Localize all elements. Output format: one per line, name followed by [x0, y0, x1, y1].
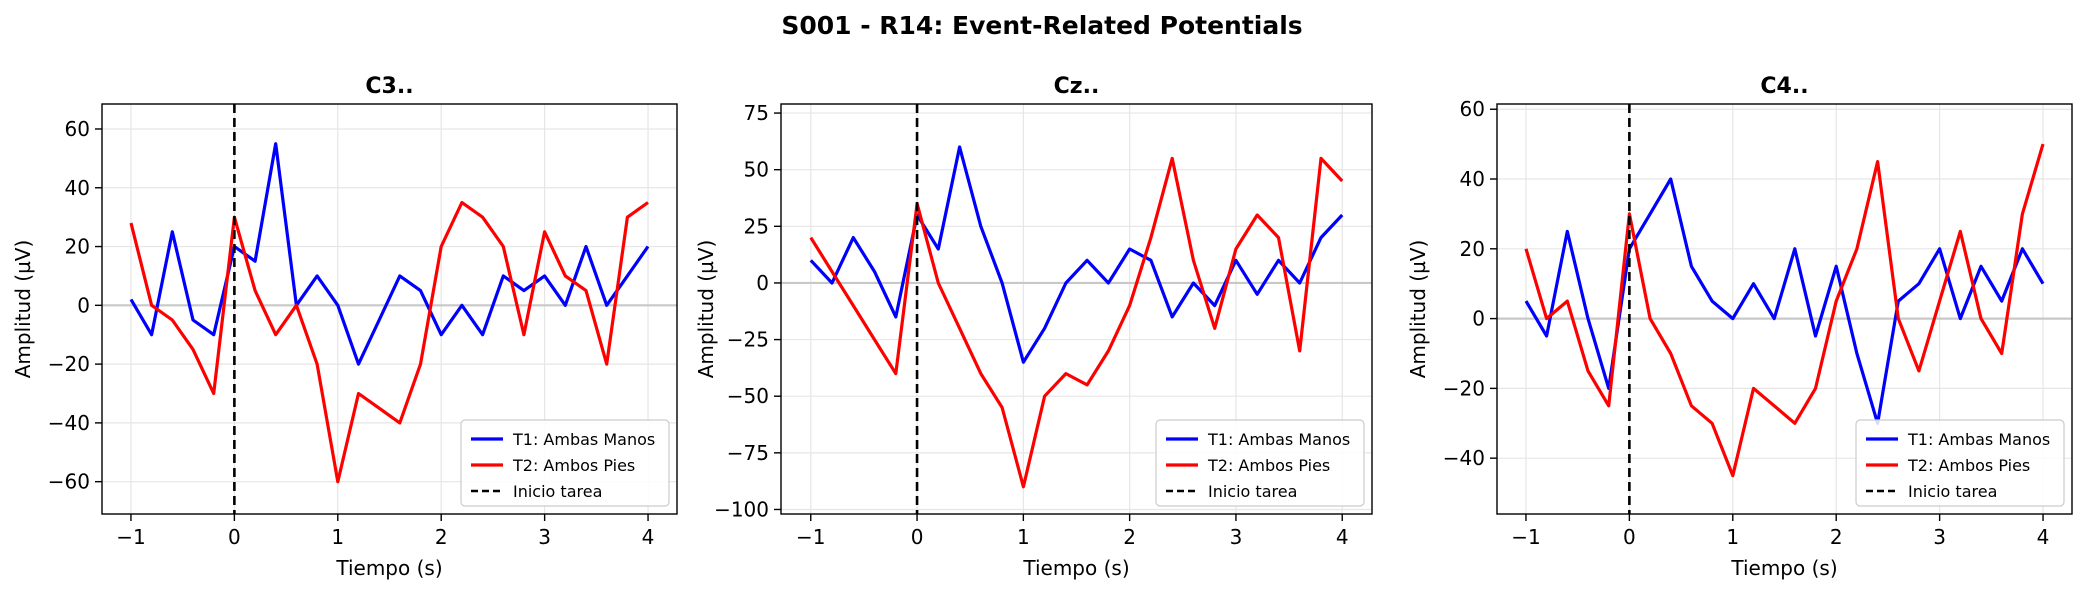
- x-tick-label: 0: [228, 525, 241, 549]
- x-tick-label: 2: [435, 525, 448, 549]
- y-tick-label: 60: [65, 117, 90, 141]
- y-axis-label: Amplitud (µV): [694, 240, 718, 379]
- legend: T1: Ambas Manos T2: Ambos Pies Inicio tare…: [1155, 419, 1365, 507]
- x-tick-label: 4: [2037, 525, 2050, 549]
- legend-entry-t1-label: T1: Ambas Manos: [1907, 430, 2050, 449]
- chart-title: C4..: [1760, 74, 1808, 99]
- y-tick-label: 0: [756, 271, 769, 295]
- y-tick-label: −40: [1443, 446, 1485, 470]
- y-tick-label: 60: [1460, 97, 1485, 121]
- chart-title: C3..: [365, 74, 413, 99]
- axes-frame: [101, 103, 678, 515]
- axes-frame: [1496, 103, 2073, 515]
- y-tick-label: −60: [48, 470, 90, 494]
- y-tick-label: −50: [727, 384, 769, 408]
- y-axis-label: Amplitud (µV): [11, 240, 35, 379]
- x-tick-label: 3: [538, 525, 551, 549]
- x-tick-label: 1: [1017, 525, 1030, 549]
- y-tick-label: −75: [727, 441, 769, 465]
- y-tick-label: 75: [744, 101, 769, 125]
- legend-box: [460, 419, 670, 507]
- x-tick-label: 2: [1830, 525, 1843, 549]
- x-tick-label: −1: [116, 525, 145, 549]
- y-tick-label: 0: [1472, 307, 1485, 331]
- x-tick-label: 3: [1230, 525, 1243, 549]
- chart-c4: −1 0 1 2 3 4 −40 −20 0 20 40 60 Tiempo (s) Amplitud (…: [1406, 74, 2073, 580]
- chart-cz: −1 0 1 2 3 4 −100 −75 −50 −25 0 25 50 75 Tiempo (s) Amp…: [694, 74, 1373, 580]
- axes-frame: [780, 103, 1373, 515]
- x-tick-label: 1: [1726, 525, 1739, 549]
- y-tick-label: 20: [65, 235, 90, 259]
- y-tick-label: −20: [48, 352, 90, 376]
- legend-entry-t1-label: T1: Ambas Manos: [512, 430, 655, 449]
- legend: T1: Ambas Manos T2: Ambos Pies Inicio tare…: [1855, 419, 2065, 507]
- series-line-t1-ambas-manos: [809, 145, 1344, 364]
- y-tick-label: 50: [744, 158, 769, 182]
- y-tick-label: 25: [744, 214, 769, 238]
- series-line-t2-ambos-pies: [1524, 143, 2045, 478]
- y-tick-label: −20: [1443, 376, 1485, 400]
- x-axis-label: Tiempo (s): [1022, 556, 1129, 580]
- series-line-t2-ambos-pies: [809, 156, 1344, 489]
- legend-entry-t2-label: T2: Ambos Pies: [512, 456, 635, 475]
- chart-title: Cz..: [1054, 74, 1100, 99]
- legend-entry-event-label: Inicio tarea: [513, 482, 602, 501]
- series-line-t2-ambos-pies: [129, 200, 649, 484]
- x-tick-label: 4: [1336, 525, 1349, 549]
- legend-entry-event-label: Inicio tarea: [1208, 482, 1297, 501]
- y-tick-label: 40: [1460, 167, 1485, 191]
- x-tick-label: 0: [1623, 525, 1636, 549]
- y-tick-label: −100: [714, 497, 769, 521]
- x-tick-label: 3: [1933, 525, 1946, 549]
- figure-title: S001 - R14: Event-Related Potentials: [781, 11, 1302, 40]
- x-axis-label: Tiempo (s): [1730, 556, 1837, 580]
- y-axis-label: Amplitud (µV): [1406, 240, 1430, 379]
- legend-entry-t2-label: T2: Ambos Pies: [1207, 456, 1330, 475]
- legend-entry-t2-label: T2: Ambos Pies: [1907, 456, 2030, 475]
- chart-c3: −1 0 1 2 3 4 −60 −40 −20 0 20 40 60 Tiempo (s) Amplitu…: [11, 74, 678, 580]
- legend-box: [1855, 419, 2065, 507]
- x-axis-label: Tiempo (s): [335, 556, 442, 580]
- x-tick-label: −1: [796, 525, 825, 549]
- legend-entry-event-label: Inicio tarea: [1908, 482, 1997, 501]
- legend-entry-t1-label: T1: Ambas Manos: [1207, 430, 1350, 449]
- y-tick-label: −40: [48, 411, 90, 435]
- x-tick-label: 1: [331, 525, 344, 549]
- x-tick-label: 0: [911, 525, 924, 549]
- legend: T1: Ambas Manos T2: Ambos Pies Inicio tare…: [460, 419, 670, 507]
- x-tick-label: −1: [1511, 525, 1540, 549]
- series-line-t1-ambas-manos: [129, 142, 650, 366]
- y-tick-label: 20: [1460, 237, 1485, 261]
- y-tick-label: 0: [77, 293, 90, 317]
- y-tick-label: 40: [65, 176, 90, 200]
- legend-box: [1155, 419, 1365, 507]
- y-tick-label: −25: [727, 328, 769, 352]
- x-tick-label: 4: [642, 525, 655, 549]
- x-tick-label: 2: [1123, 525, 1136, 549]
